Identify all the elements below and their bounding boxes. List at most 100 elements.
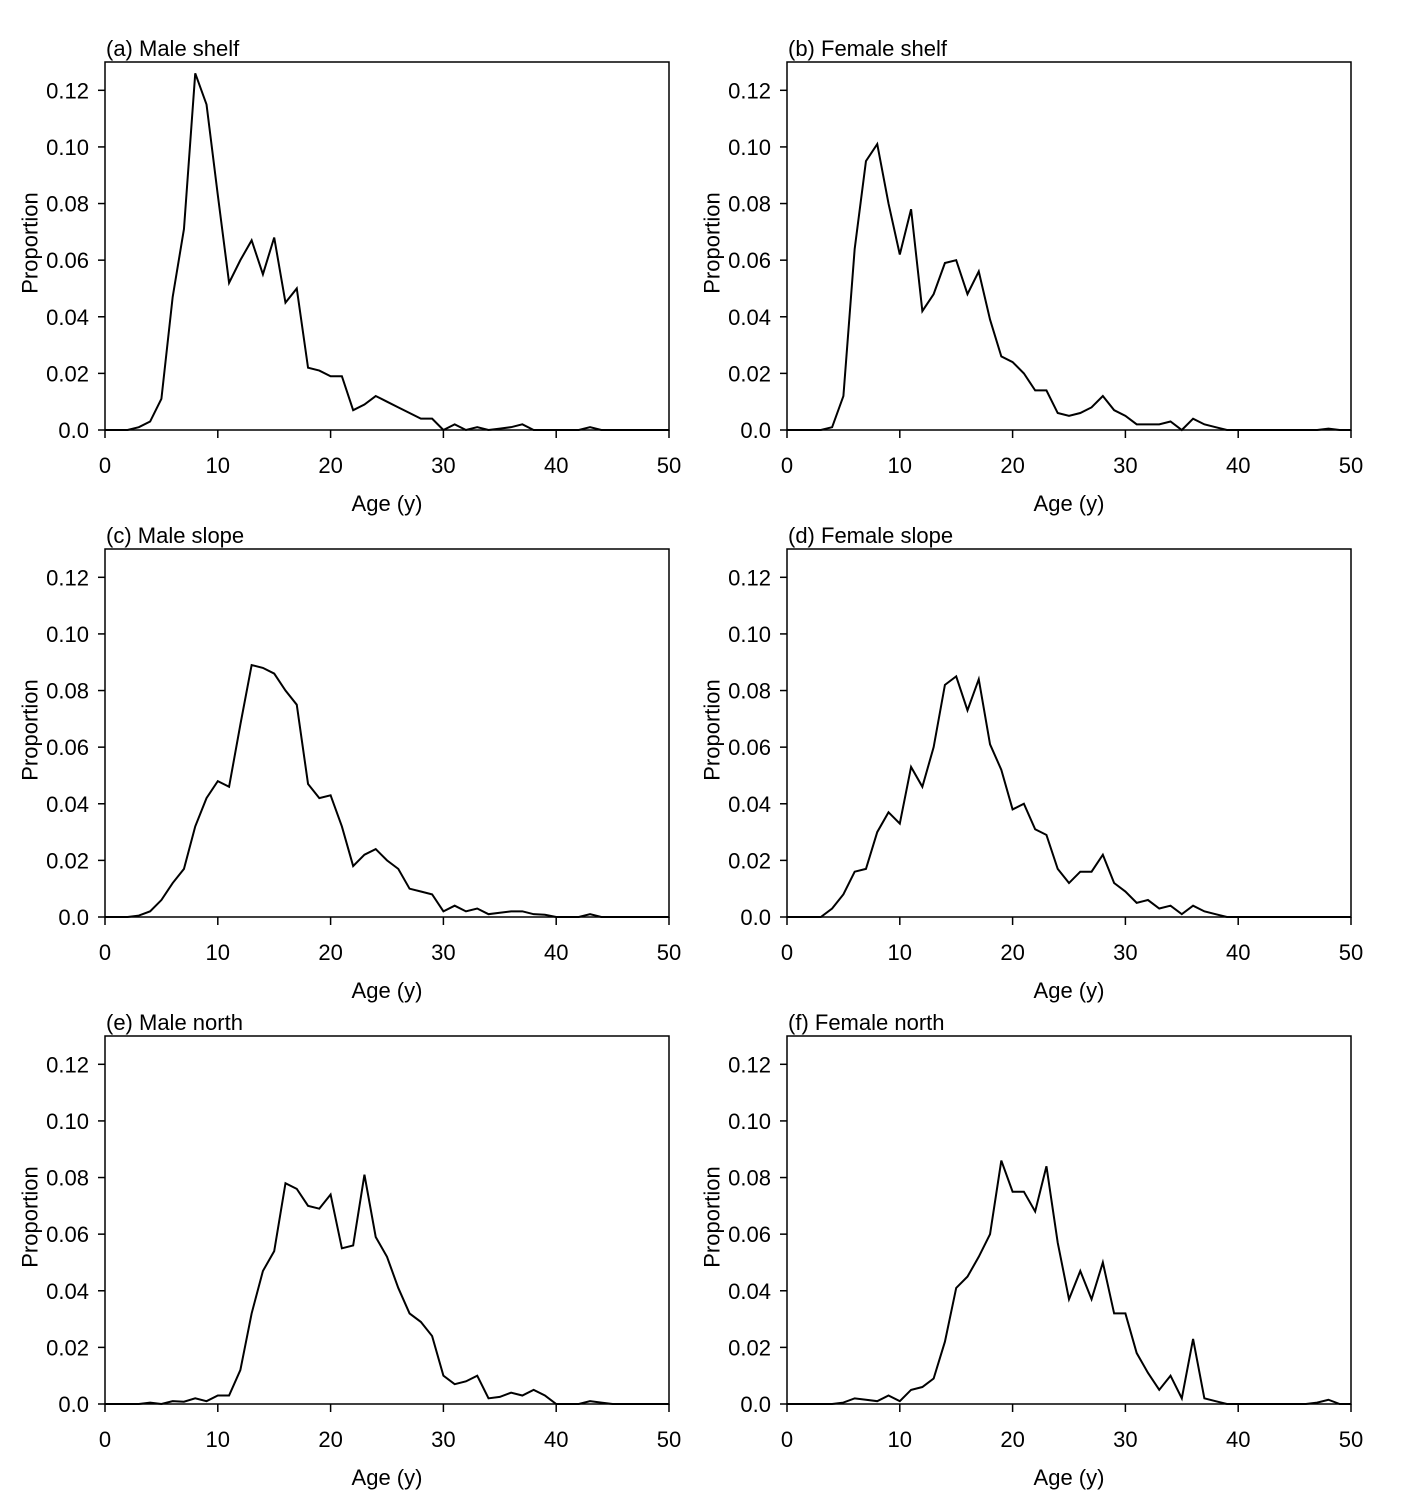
y-tick-label: 0.0 xyxy=(740,1392,771,1417)
x-tick-label: 30 xyxy=(1113,1427,1137,1452)
y-axis-label: Proportion xyxy=(700,192,725,294)
y-axis-label: Proportion xyxy=(700,679,725,781)
y-axis-label: Proportion xyxy=(18,192,43,294)
x-axis-label: Age (y) xyxy=(352,1465,423,1490)
x-tick-label: 10 xyxy=(206,1427,230,1452)
x-tick-label: 30 xyxy=(431,940,455,965)
x-tick-label: 10 xyxy=(888,1427,912,1452)
y-tick-label: 0.08 xyxy=(728,192,771,217)
y-tick-label: 0.02 xyxy=(46,1335,89,1360)
x-tick-label: 20 xyxy=(318,1427,342,1452)
y-axis-label: Proportion xyxy=(18,1166,43,1268)
y-tick-label: 0.10 xyxy=(728,135,771,160)
y-tick-label: 0.08 xyxy=(728,679,771,704)
y-tick-label: 0.08 xyxy=(46,679,89,704)
y-tick-label: 0.08 xyxy=(728,1166,771,1191)
x-tick-label: 30 xyxy=(431,453,455,478)
y-tick-label: 0.06 xyxy=(728,1222,771,1247)
x-tick-label: 0 xyxy=(781,453,793,478)
y-tick-label: 0.06 xyxy=(728,735,771,760)
y-tick-label: 0.04 xyxy=(46,792,89,817)
y-tick-label: 0.06 xyxy=(46,248,89,273)
y-tick-label: 0.06 xyxy=(46,1222,89,1247)
y-tick-label: 0.12 xyxy=(728,78,771,103)
plot-frame xyxy=(786,1035,1352,1405)
y-tick-label: 0.04 xyxy=(46,1279,89,1304)
y-tick-label: 0.10 xyxy=(46,622,89,647)
x-tick-label: 20 xyxy=(318,453,342,478)
x-tick-label: 20 xyxy=(1000,453,1024,478)
y-tick-label: 0.02 xyxy=(46,848,89,873)
data-line xyxy=(787,141,1351,432)
plot-frame xyxy=(104,1035,670,1405)
y-tick-label: 0.02 xyxy=(728,361,771,386)
data-line xyxy=(105,1174,669,1406)
panel-title: (c) Male slope xyxy=(106,523,244,548)
y-tick-label: 0.02 xyxy=(728,1335,771,1360)
x-tick-label: 50 xyxy=(657,940,681,965)
y-tick-label: 0.10 xyxy=(728,1109,771,1134)
x-tick-label: 20 xyxy=(318,940,342,965)
x-tick-label: 10 xyxy=(206,940,230,965)
data-line xyxy=(105,663,669,918)
y-tick-label: 0.12 xyxy=(46,1052,89,1077)
y-tick-label: 0.0 xyxy=(740,905,771,930)
panel-title: (a) Male shelf xyxy=(106,36,240,61)
x-tick-label: 30 xyxy=(1113,940,1137,965)
x-tick-label: 0 xyxy=(99,453,111,478)
plot-frame xyxy=(104,61,670,431)
y-axis-label: Proportion xyxy=(18,679,43,781)
y-tick-label: 0.02 xyxy=(46,361,89,386)
x-tick-label: 50 xyxy=(1339,940,1363,965)
x-tick-label: 20 xyxy=(1000,940,1024,965)
y-tick-label: 0.04 xyxy=(46,305,89,330)
plot-frame xyxy=(786,61,1352,431)
x-axis-label: Age (y) xyxy=(1034,1465,1105,1490)
panel-title: (e) Male north xyxy=(106,1010,243,1035)
x-tick-label: 50 xyxy=(657,453,681,478)
panel-title: (b) Female shelf xyxy=(788,36,948,61)
x-tick-label: 40 xyxy=(544,453,568,478)
x-tick-label: 50 xyxy=(1339,453,1363,478)
x-axis-label: Age (y) xyxy=(1034,491,1105,516)
y-tick-label: 0.0 xyxy=(58,418,89,443)
x-tick-label: 30 xyxy=(431,1427,455,1452)
panel-title: (f) Female north xyxy=(788,1010,945,1035)
y-tick-label: 0.06 xyxy=(728,248,771,273)
y-tick-label: 0.04 xyxy=(728,305,771,330)
x-tick-label: 0 xyxy=(99,1427,111,1452)
y-tick-label: 0.10 xyxy=(46,135,89,160)
x-tick-label: 10 xyxy=(206,453,230,478)
x-axis-label: Age (y) xyxy=(352,978,423,1003)
y-tick-label: 0.0 xyxy=(58,905,89,930)
y-axis-label: Proportion xyxy=(700,1166,725,1268)
y-tick-label: 0.04 xyxy=(728,1279,771,1304)
x-tick-label: 40 xyxy=(1226,453,1250,478)
y-tick-label: 0.0 xyxy=(58,1392,89,1417)
x-tick-label: 0 xyxy=(781,940,793,965)
x-tick-label: 40 xyxy=(544,1427,568,1452)
data-line xyxy=(787,674,1351,918)
y-tick-label: 0.10 xyxy=(728,622,771,647)
y-tick-label: 0.04 xyxy=(728,792,771,817)
y-tick-label: 0.10 xyxy=(46,1109,89,1134)
panel-title: (d) Female slope xyxy=(788,523,953,548)
x-tick-label: 50 xyxy=(1339,1427,1363,1452)
x-tick-label: 30 xyxy=(1113,453,1137,478)
x-tick-label: 0 xyxy=(99,940,111,965)
data-line xyxy=(787,1160,1351,1405)
x-tick-label: 50 xyxy=(657,1427,681,1452)
x-tick-label: 10 xyxy=(888,453,912,478)
y-tick-label: 0.12 xyxy=(46,565,89,590)
x-tick-label: 10 xyxy=(888,940,912,965)
x-tick-label: 40 xyxy=(1226,940,1250,965)
data-line xyxy=(105,72,669,432)
x-axis-label: Age (y) xyxy=(352,491,423,516)
y-tick-label: 0.0 xyxy=(740,418,771,443)
y-tick-label: 0.12 xyxy=(728,565,771,590)
x-axis-label: Age (y) xyxy=(1034,978,1105,1003)
y-tick-label: 0.06 xyxy=(46,735,89,760)
x-tick-label: 40 xyxy=(544,940,568,965)
plot-frame xyxy=(104,548,670,918)
